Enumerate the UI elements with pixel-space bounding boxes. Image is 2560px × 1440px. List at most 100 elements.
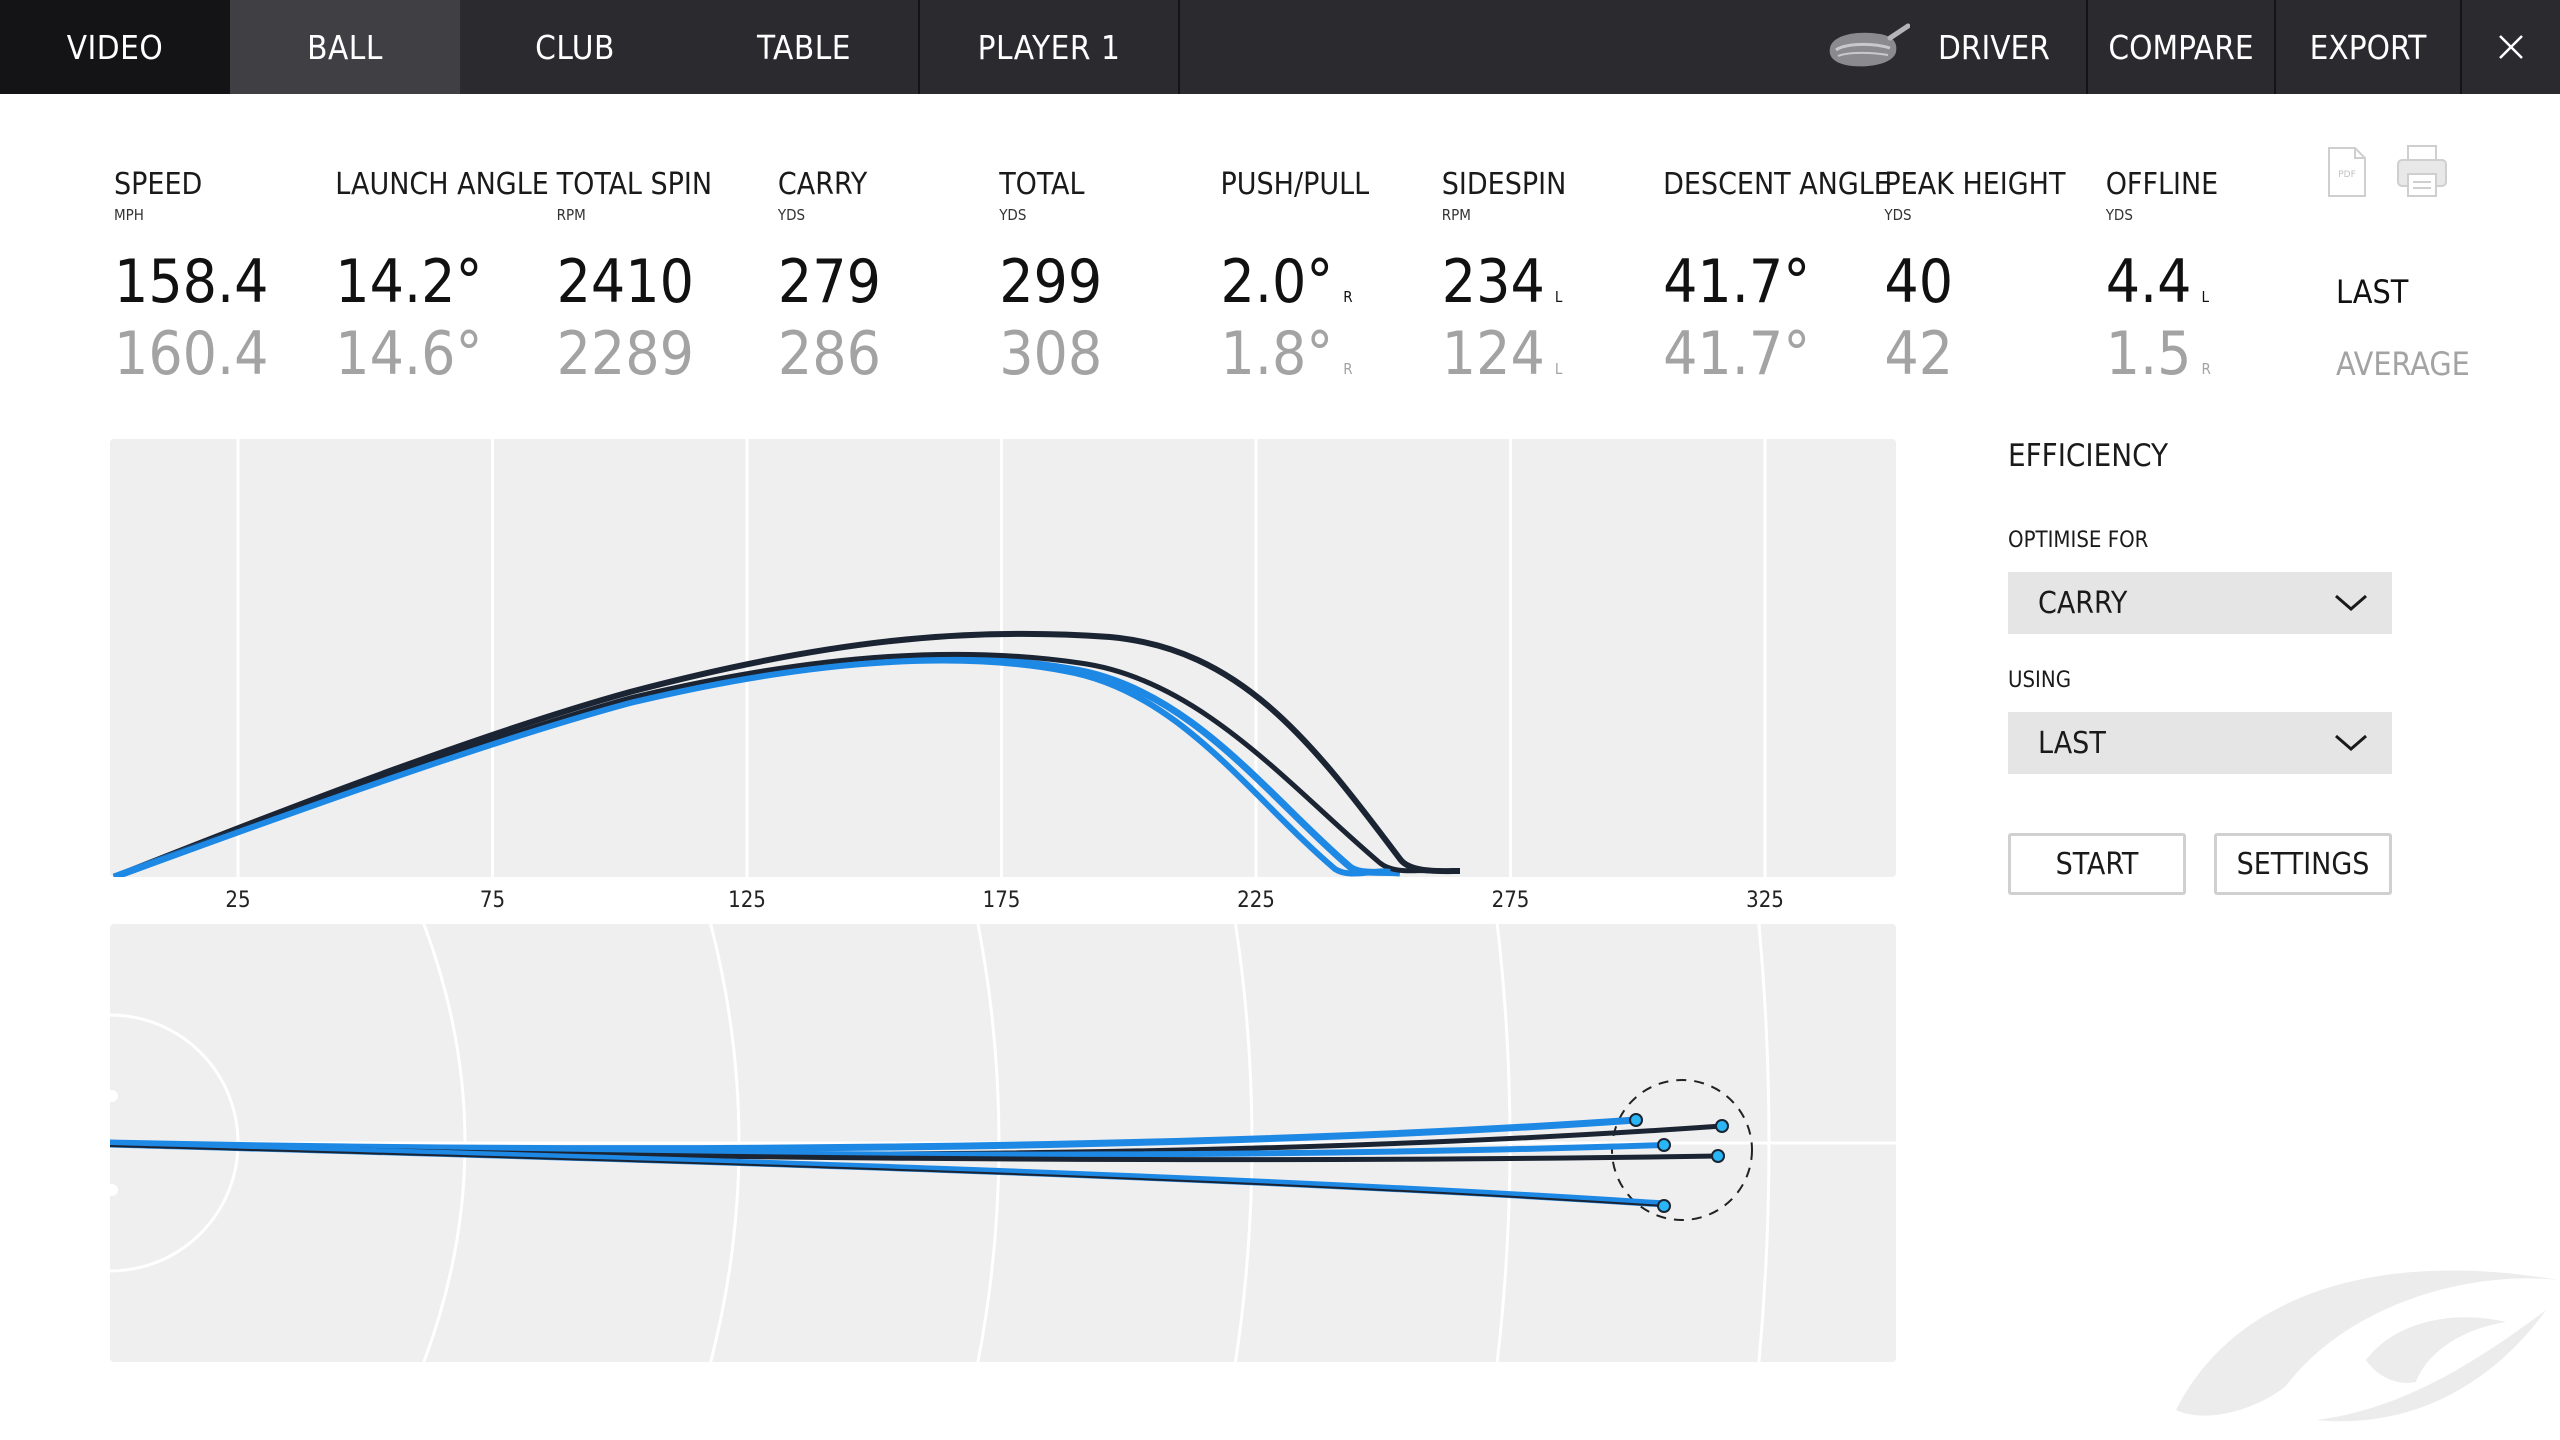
x-tick-label: 175 [982, 888, 1021, 913]
using-value: LAST [2038, 725, 2106, 761]
metric-last-value: 40 [1884, 247, 1954, 317]
metric-sidespin: SIDESPIN RPM 234 L 124 L [1441, 167, 1642, 387]
optimise-for-label: OPTIMISE FOR [2008, 528, 2149, 553]
tab-ball[interactable]: BALL [230, 0, 460, 94]
metric-unit: RPM [1441, 206, 1471, 224]
metric-label: DESCENT ANGLE [1663, 167, 1891, 202]
using-select[interactable]: LAST [2008, 712, 2392, 774]
club-name: DRIVER [1938, 27, 2050, 67]
top-view-chart [110, 924, 1896, 1362]
start-button[interactable]: START [2008, 833, 2186, 895]
metric-label: SIDESPIN [1441, 167, 1567, 202]
metric-label: TOTAL SPIN [556, 167, 713, 202]
print-icon[interactable] [2396, 144, 2448, 202]
metric-unit: YDS [2105, 206, 2133, 224]
trajectory-shot-3 [112, 657, 1391, 877]
export-button[interactable]: EXPORT [2276, 0, 2462, 94]
dispersion-circle [1611, 1079, 1753, 1221]
x-tick-label: 325 [1746, 888, 1784, 913]
metric-average-direction: R [1343, 360, 1353, 378]
metric-unit [1221, 206, 1421, 224]
metric-peak-height: PEAK HEIGHT YDS 40 42 [1884, 167, 2084, 387]
pdf-export-icon[interactable]: PDF [2327, 146, 2367, 202]
metric-carry: CARRY YDS 279 286 [777, 167, 978, 387]
metric-speed: SPEED MPH 158.4 160.4 [114, 167, 314, 387]
efficiency-title: EFFICIENCY [2008, 438, 2169, 474]
chevron-down-icon [2335, 594, 2367, 611]
side-view-chart [110, 439, 1896, 877]
tab-club[interactable]: CLUB [535, 27, 615, 67]
metric-last-value: 2410 [556, 247, 694, 317]
brand-eye-logo [2176, 1270, 2558, 1422]
compare-button[interactable]: COMPARE [2088, 0, 2276, 94]
metric-push-pull: PUSH/PULL 2.0° R 1.8° R [1220, 167, 1421, 387]
using-label: USING [2008, 668, 2072, 693]
last-row-label: LAST [2336, 273, 2409, 311]
metric-last-value: 4.4 L [2105, 247, 2210, 317]
driver-club-icon [1829, 23, 1910, 67]
metric-average-value: 286 [777, 319, 881, 389]
optimise-for-value: CARRY [2038, 585, 2128, 621]
metric-average-value: 41.7° [1663, 319, 1811, 389]
nav-spacer [1180, 0, 1824, 94]
metric-average-direction: L [1554, 360, 1563, 378]
pdf-icon-text: PDF [2338, 170, 2356, 180]
x-tick-label: 75 [479, 888, 506, 913]
metric-average-value: 308 [999, 319, 1103, 389]
tab-player[interactable]: PLAYER 1 [920, 0, 1180, 94]
shot-line-5 [110, 1140, 1665, 1208]
metric-average-value: 1.5 R [2105, 319, 2211, 389]
close-icon [2499, 35, 2523, 59]
metric-offline: OFFLINE YDS 4.4 L 1.5 R [2105, 167, 2306, 387]
metric-unit: MPH [114, 206, 144, 224]
optimise-for-select[interactable]: CARRY [2008, 572, 2392, 634]
metric-last-direction: R [1343, 288, 1353, 306]
metric-label: PUSH/PULL [1220, 167, 1370, 202]
metric-average-value: 124 L [1441, 319, 1563, 389]
top-nav: VIDEO BALL CLUB TABLE PLAYER 1 DRIVER CO… [0, 0, 2560, 94]
metric-average-value: 2289 [556, 319, 694, 389]
metric-unit: YDS [777, 206, 806, 224]
x-tick-label: 275 [1491, 888, 1530, 913]
tab-table[interactable]: TABLE [690, 0, 920, 94]
metric-average-value: 160.4 [114, 319, 269, 389]
metric-average-value: 1.8° R [1220, 319, 1353, 389]
metric-last-direction: L [1554, 288, 1563, 306]
close-button[interactable] [2462, 0, 2560, 94]
metric-label: PEAK HEIGHT [1884, 167, 2066, 202]
settings-button[interactable]: SETTINGS [2214, 833, 2392, 895]
chevron-down-icon [2335, 734, 2367, 751]
metric-label: CARRY [777, 167, 868, 202]
metric-last-value: 158.4 [114, 247, 269, 317]
metric-label: OFFLINE [2105, 167, 2219, 202]
metric-label: TOTAL [999, 167, 1085, 202]
x-tick-label: 25 [225, 888, 251, 913]
trajectory-shot-2 [113, 651, 1431, 877]
metrics-panel: SPEED MPH 158.4 160.4 LAUNCH ANGLE 14.2° 14.6°… [114, 168, 2414, 398]
x-tick-label: 225 [1237, 888, 1275, 913]
metric-last-value: 14.2° [335, 247, 483, 317]
metric-average-value: 42 [1884, 319, 1954, 389]
metric-unit: RPM [556, 206, 586, 224]
tab-video[interactable]: VIDEO [0, 0, 230, 94]
club-selector[interactable]: DRIVER [1824, 0, 2088, 94]
metric-average-direction: R [2201, 360, 2211, 378]
metric-last-direction: L [2201, 288, 2210, 306]
landing-markers [1629, 1113, 1729, 1213]
metric-label: SPEED [114, 167, 203, 202]
metric-launch-angle: LAUNCH ANGLE 14.2° 14.6° [335, 167, 549, 387]
metric-last-value: 41.7° [1663, 247, 1811, 317]
metric-unit [1663, 206, 1863, 224]
metric-last-value: 234 L [1441, 247, 1563, 317]
shot-line-5-edge [110, 1145, 1665, 1207]
x-tick-label: 125 [728, 888, 766, 913]
metric-total-spin: TOTAL SPIN RPM 2410 2289 [556, 167, 757, 387]
trajectory-average-1 [112, 630, 1461, 877]
metric-last-value: 299 [999, 247, 1103, 317]
metric-total: TOTAL YDS 299 308 [999, 167, 1199, 387]
average-row-label: AVERAGE [2336, 345, 2470, 383]
metric-last-value: 2.0° R [1220, 247, 1353, 317]
metric-label: LAUNCH ANGLE [335, 167, 549, 202]
metric-descent-angle: DESCENT ANGLE 41.7° 41.7° [1663, 167, 1891, 387]
metric-last-value: 279 [777, 247, 881, 317]
